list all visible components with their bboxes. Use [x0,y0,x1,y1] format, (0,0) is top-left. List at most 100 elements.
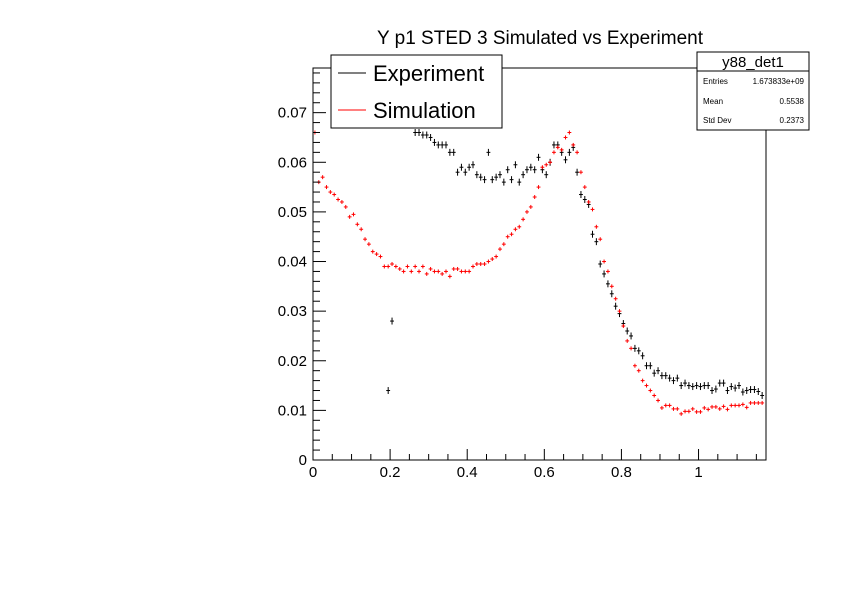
data-point [382,264,387,269]
data-point [501,178,506,186]
data-point [444,141,448,149]
data-point [436,269,441,274]
data-point [471,264,475,269]
data-point [467,163,472,171]
stats-value-mean: 0.5538 [780,97,805,106]
data-point [606,269,610,274]
data-point [717,406,722,411]
data-point [667,374,672,382]
data-point [390,262,394,266]
data-point [424,131,429,139]
data-point [498,247,502,252]
data-point [482,262,487,266]
data-point [729,383,734,391]
data-point [579,170,583,175]
data-point [613,296,618,301]
legend-label-simulation: Simulation [373,98,476,123]
data-point [694,382,699,390]
data-point [602,270,607,278]
data-point [590,230,595,238]
data-point [513,227,518,232]
x-tick-label: 0.4 [457,464,478,481]
legend: Experiment Simulation [330,54,503,129]
data-point [494,254,499,259]
data-point [544,162,549,167]
data-point [478,262,483,266]
data-point [740,402,745,407]
data-point [417,129,421,136]
data-point [347,214,352,219]
data-point [683,409,687,414]
data-point [486,259,491,264]
data-point [474,171,479,179]
data-point [679,411,684,416]
data-point [748,400,753,405]
data-point [740,388,745,396]
y-tick-label: 0.06 [278,154,307,171]
data-point [675,406,680,411]
data-point [455,266,460,271]
data-point [632,363,637,368]
data-point [659,405,664,410]
data-point [528,204,533,209]
data-point [756,388,761,395]
data-point [636,368,641,373]
data-point [540,165,545,170]
series-simulation [313,130,765,416]
x-tick-label: 1 [694,464,702,481]
data-point [656,398,660,403]
data-point [702,382,707,390]
data-point [463,168,468,176]
data-point [405,264,410,269]
data-point [609,284,614,289]
data-point [729,403,734,408]
data-point [552,150,556,155]
data-point [675,374,680,382]
stats-value-entries: 1.673833e+09 [753,77,805,86]
data-point [598,260,603,268]
plot-frame [312,67,767,461]
data-point [328,190,333,195]
data-point [459,269,464,274]
data-point [490,176,495,184]
stats-label-stddev: Std Dev [703,116,731,125]
data-point [706,407,711,412]
data-point [744,387,749,395]
data-point [366,242,371,247]
data-point [447,148,452,156]
x-tick-label: 0.8 [611,464,632,481]
data-point [686,382,691,390]
data-point [505,234,510,239]
data-point [505,166,510,174]
x-tick-label: 0.2 [380,464,401,481]
data-point [417,269,421,274]
data-point [617,309,622,314]
data-point [625,327,630,335]
y-tick-label: 0.05 [278,204,307,221]
y-tick-label: 0.01 [278,402,307,419]
data-point [386,387,391,395]
data-point [706,382,711,390]
chart-title: Y p1 STED 3 Simulated vs Experiment [377,28,704,49]
data-point [594,224,599,229]
data-point [575,150,580,155]
data-point [536,153,541,161]
data-point [501,242,506,247]
data-point [359,227,364,232]
data-point [752,400,757,405]
data-point [698,409,703,414]
data-point [725,387,730,395]
data-point [737,403,741,408]
data-point [498,171,502,179]
data-point [397,266,402,271]
data-point [532,195,537,199]
data-point [567,148,572,156]
data-point [513,161,518,169]
data-point [756,400,761,405]
data-point [744,405,749,410]
data-point [370,249,375,254]
data-point [752,386,757,394]
data-point [509,232,514,237]
data-point [332,192,337,197]
